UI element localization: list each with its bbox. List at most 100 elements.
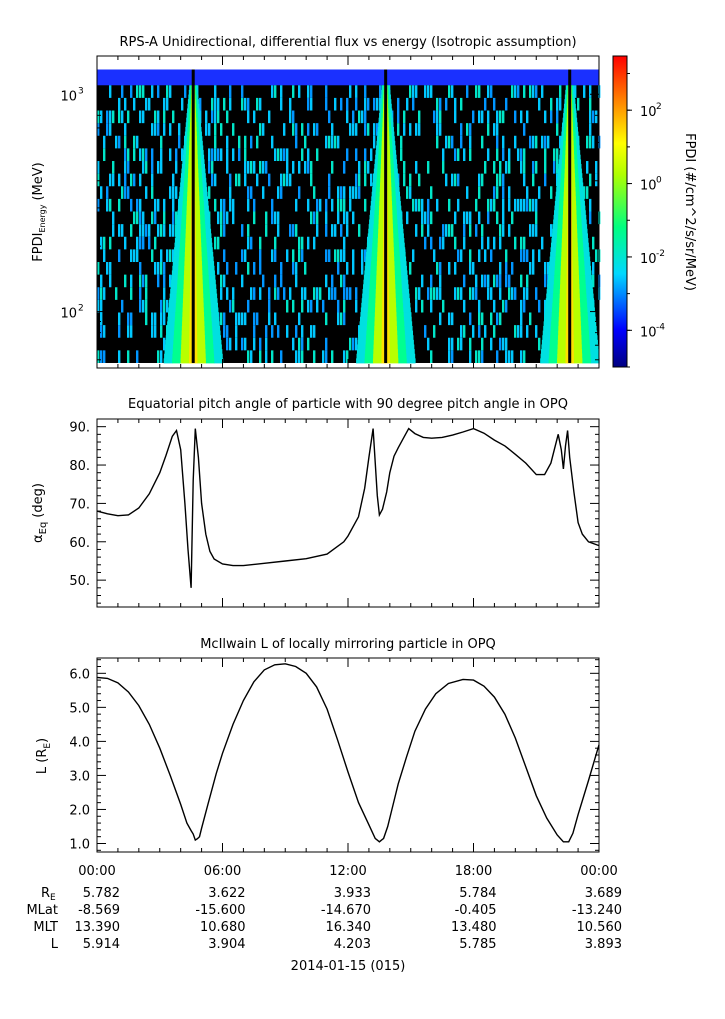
spectrogram-band-cell bbox=[394, 168, 398, 174]
spectrogram-cell bbox=[544, 274, 547, 288]
spectrogram-band-cell bbox=[388, 288, 396, 294]
spectrogram-cell bbox=[241, 85, 244, 98]
spectrogram-cell bbox=[175, 161, 178, 174]
spectrogram-cell bbox=[271, 198, 274, 212]
spectrogram-cell bbox=[244, 173, 247, 187]
spectrogram-cell bbox=[502, 211, 505, 225]
spectrogram-cell bbox=[151, 186, 154, 199]
spectrogram-band-cell bbox=[589, 344, 599, 350]
spectrogram-band-cell bbox=[194, 85, 197, 91]
spectrogram-band-cell bbox=[382, 131, 385, 137]
spectrogram-band-cell bbox=[190, 117, 193, 123]
spectrogram-cell bbox=[526, 110, 529, 124]
spectrogram-band-cell bbox=[172, 349, 182, 355]
spectrogram-band-cell bbox=[579, 275, 586, 281]
spectrogram-band-cell bbox=[197, 335, 206, 341]
spectrogram-band-cell bbox=[375, 284, 383, 290]
spectrogram-cell bbox=[538, 97, 541, 111]
spectrogram-band-cell bbox=[589, 339, 598, 345]
spectrogram-cell bbox=[229, 299, 232, 313]
ephemeris-table: R EMLatMLTL5.782-8.56913.3905.9143.622-15… bbox=[26, 886, 622, 952]
spectrogram-band-cell bbox=[190, 122, 193, 128]
spectrogram-cell bbox=[358, 110, 361, 124]
spectrogram-cell bbox=[436, 110, 439, 124]
spectrogram-cell bbox=[361, 249, 364, 262]
spectrogram-band-cell bbox=[368, 293, 376, 299]
spectrogram-cell bbox=[589, 198, 592, 212]
spectrogram-cell bbox=[211, 148, 214, 162]
spectrogram-cell bbox=[460, 97, 463, 111]
spectrogram-cell bbox=[595, 173, 598, 187]
spectrogram-cell bbox=[280, 261, 283, 275]
spectrogram-band-cell bbox=[196, 302, 205, 308]
spectrogram-band-cell bbox=[557, 228, 563, 234]
spectrogram-cell bbox=[106, 123, 109, 136]
spectrogram-band-cell bbox=[574, 163, 579, 169]
spectrogram-cell bbox=[130, 287, 133, 300]
spectrogram-band-cell bbox=[563, 103, 567, 109]
spectrogram-cell bbox=[118, 224, 121, 237]
spectrogram-band-cell bbox=[183, 150, 187, 156]
spectrogram-band-cell bbox=[564, 126, 567, 132]
spectrogram-band-cell bbox=[582, 353, 591, 359]
spectrogram-band-cell bbox=[369, 214, 375, 220]
spectrogram-cell bbox=[478, 312, 481, 326]
spectrogram-cell bbox=[292, 110, 295, 124]
spectrogram-band-cell bbox=[194, 103, 197, 109]
spectrogram-band-cell bbox=[393, 233, 399, 239]
spectrogram-cell bbox=[493, 325, 496, 338]
spectrogram-cell bbox=[301, 123, 304, 136]
spectrogram-band-cell bbox=[562, 224, 568, 230]
spectrogram-cell bbox=[499, 312, 502, 326]
spectrogram-cell bbox=[355, 173, 358, 187]
spectrogram-cell bbox=[361, 261, 364, 275]
spectrogram-band-cell bbox=[590, 349, 599, 355]
spectrogram-cell bbox=[280, 173, 283, 187]
spectrogram-cell bbox=[244, 312, 247, 326]
spectrogram-cell bbox=[469, 337, 472, 351]
spectrogram-band-cell bbox=[379, 108, 382, 114]
spectrogram-band-cell bbox=[359, 321, 368, 327]
spectrogram-cell bbox=[142, 148, 145, 162]
spectrogram-band-cell bbox=[550, 325, 559, 331]
spectrogram-band-cell bbox=[571, 168, 576, 174]
spectrogram-cell bbox=[121, 186, 124, 199]
ephemeris-row-label-sub: E bbox=[50, 893, 56, 903]
spectrogram-cell bbox=[163, 312, 166, 326]
spectrogram-cell bbox=[160, 249, 163, 262]
spectrogram-cell bbox=[415, 161, 418, 174]
spectrogram-band-cell bbox=[551, 238, 558, 244]
spectrogram-band-cell bbox=[403, 316, 412, 322]
spectrogram-cell bbox=[589, 85, 592, 98]
spectrogram-band-cell bbox=[396, 312, 405, 318]
spectrogram-band-cell bbox=[184, 251, 191, 257]
spectrogram-cell bbox=[109, 173, 112, 187]
spectrogram-band-cell bbox=[389, 358, 399, 364]
spectrogram-cell bbox=[334, 97, 337, 111]
spectrogram-cell bbox=[364, 148, 367, 162]
spectrogram-cell bbox=[409, 123, 412, 136]
mcilwain-l-frame bbox=[96, 657, 600, 853]
spectrogram-cell bbox=[109, 123, 112, 136]
spectrogram-cell bbox=[436, 287, 439, 300]
spectrogram-band-cell bbox=[378, 117, 382, 123]
spectrogram-cell bbox=[217, 97, 220, 111]
spectrogram-band-cell bbox=[205, 358, 215, 364]
spectrogram-band-cell bbox=[387, 89, 390, 95]
spectrogram-band-cell bbox=[398, 238, 405, 244]
spectrogram-band-cell bbox=[376, 270, 384, 276]
spectrogram-cell bbox=[235, 312, 238, 326]
spectrogram-band-cell bbox=[188, 89, 191, 95]
spectrogram-cell bbox=[250, 350, 253, 363]
spectrogram-band-cell bbox=[196, 131, 200, 137]
spectrogram-band-cell bbox=[202, 182, 207, 188]
spectrogram-band-cell bbox=[561, 247, 568, 253]
spectrogram-band-cell bbox=[189, 140, 193, 146]
spectrogram-band-cell bbox=[556, 187, 561, 193]
y-tick-label: 80. bbox=[69, 459, 90, 474]
spectrogram-band-cell bbox=[546, 293, 554, 299]
spectrogram-cell bbox=[118, 325, 121, 338]
spectrogram-cell bbox=[205, 110, 208, 124]
spectrogram-band-cell bbox=[187, 122, 191, 128]
spectrogram-cell bbox=[298, 337, 301, 351]
